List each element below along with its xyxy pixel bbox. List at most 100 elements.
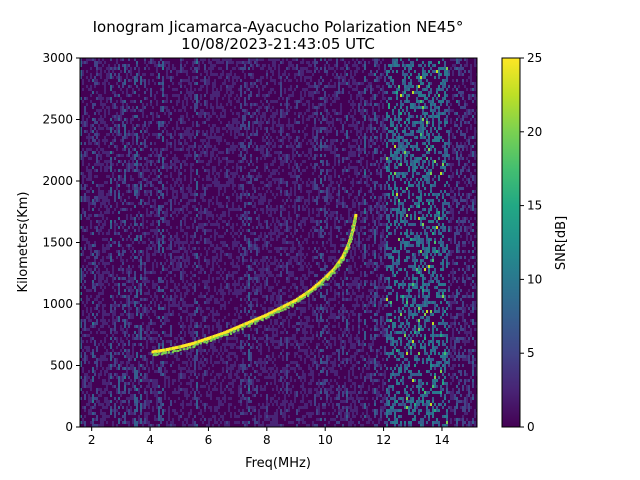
noise-cell [126,319,128,322]
noise-cell [208,184,210,187]
noise-cell [268,58,270,61]
noise-cell [194,199,196,202]
noise-cell [160,307,162,310]
noise-cell [190,241,192,244]
noise-cell [266,220,268,223]
noise-cell [264,163,266,166]
noise-cell [122,361,124,364]
noise-cell [94,256,96,259]
noise-cell [106,415,108,418]
noise-cell [144,337,146,340]
noise-cell [90,124,92,127]
noise-cell [148,121,150,124]
noise-cell [142,277,144,280]
noise-cell [200,193,202,196]
noise-cell [86,298,88,301]
noise-cell [96,283,98,286]
noise-cell [146,226,148,229]
noise-cell [244,103,246,106]
noise-cell [170,247,172,250]
noise-cell [140,157,142,160]
noise-cell [198,406,200,409]
noise-cell [104,142,106,145]
noise-cell [178,139,180,142]
noise-cell [232,271,234,274]
noise-cell [194,301,196,304]
noise-cell [266,127,268,130]
noise-cell [214,319,216,322]
noise-cell [118,406,120,409]
noise-cell [228,397,230,400]
noise-cell [150,337,152,340]
noise-cell [154,415,156,418]
noise-cell [134,223,136,226]
noise-cell [144,418,146,421]
noise-cell [168,298,170,301]
noise-cell [122,415,124,418]
noise-cell [240,91,242,94]
noise-cell [236,232,238,235]
noise-cell [204,151,206,154]
noise-cell [102,244,104,247]
noise-cell [116,82,118,85]
noise-cell [88,202,90,205]
noise-cell [112,115,114,118]
noise-cell [210,64,212,67]
noise-cell [194,337,196,340]
noise-cell [180,187,182,190]
noise-cell [150,319,152,322]
noise-cell [202,295,204,298]
noise-cell [230,130,232,133]
noise-cell [172,262,174,265]
noise-cell [114,193,116,196]
noise-cell [136,295,138,298]
noise-cell [170,277,172,280]
noise-cell [228,313,230,316]
noise-cell [118,196,120,199]
noise-cell [170,79,172,82]
noise-cell [192,76,194,79]
noise-cell [224,166,226,169]
noise-cell [234,130,236,133]
noise-cell [158,316,160,319]
noise-cell [156,187,158,190]
noise-cell [212,280,214,283]
noise-cell [222,244,224,247]
noise-cell [204,334,206,337]
noise-cell [104,151,106,154]
noise-cell [180,382,182,385]
noise-cell [100,166,102,169]
noise-cell [236,163,238,166]
noise-cell [132,277,134,280]
noise-cell [122,391,124,394]
noise-cell [134,325,136,328]
noise-cell [86,346,88,349]
noise-cell [92,283,94,286]
noise-cell [224,172,226,175]
noise-cell [164,331,166,334]
noise-cell [180,64,182,67]
noise-cell [154,337,156,340]
noise-cell [228,142,230,145]
noise-cell [88,397,90,400]
noise-cell [102,232,104,235]
noise-cell [108,70,110,73]
noise-cell [110,412,112,415]
noise-cell [184,361,186,364]
noise-cell [182,340,184,343]
noise-cell [96,229,98,232]
noise-cell [182,253,184,256]
noise-cell [92,166,94,169]
noise-cell [182,280,184,283]
noise-cell [112,424,114,427]
noise-cell [106,181,108,184]
noise-cell [108,244,110,247]
noise-cell [104,418,106,421]
noise-cell [200,253,202,256]
noise-cell [248,94,250,97]
noise-cell [244,157,246,160]
noise-cell [130,322,132,325]
noise-cell [172,304,174,307]
noise-cell [256,301,258,304]
noise-cell [234,175,236,178]
